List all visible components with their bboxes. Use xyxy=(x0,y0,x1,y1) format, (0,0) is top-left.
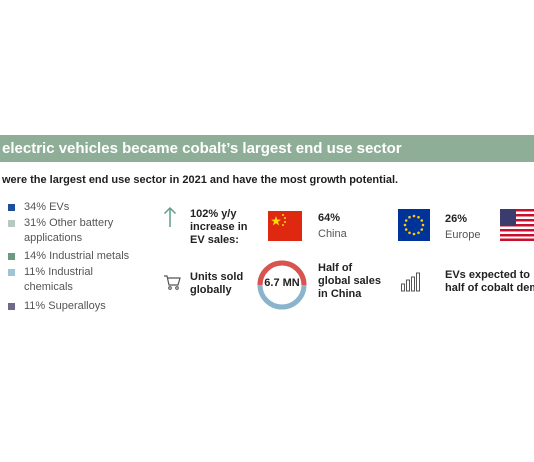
subheading: were the largest end use sector in 2021 … xyxy=(2,174,399,186)
legend-swatch xyxy=(8,253,15,260)
increase-line-2: increase in xyxy=(190,221,248,233)
legend-item-evs: 34% EVs xyxy=(8,200,69,215)
units-line-1: Units sold xyxy=(190,271,244,283)
europe-label: Europe xyxy=(445,229,481,241)
increase-line-1: 102% y/y xyxy=(190,208,237,220)
legend-item-industrial-metals: 14% Industrial metals xyxy=(8,249,129,264)
legend-item-superalloys: 11% Superalloys xyxy=(8,299,106,314)
legend-item-industrial-chemicals: 11% Industrial chemicals xyxy=(8,265,123,295)
china-percent: 64% xyxy=(318,212,341,224)
europe-percent: 26% xyxy=(445,213,468,225)
evs-expected: EVs expected to half of cobalt dem xyxy=(445,269,534,295)
ev-sales-increase: 102% y/y increase in EV sales: xyxy=(190,208,247,247)
china-label: China xyxy=(318,228,347,240)
bar-chart-icon xyxy=(401,272,420,292)
legend-label: 11% Industrial chemicals xyxy=(24,266,93,293)
increase-line-3: EV sales: xyxy=(190,234,239,246)
half-line-3: in China xyxy=(318,288,362,300)
legend-swatch xyxy=(8,303,15,310)
units-sold-value: 6.7 MN xyxy=(264,277,300,289)
us-flag xyxy=(500,209,534,241)
units-sold: Units sold globally xyxy=(190,271,243,297)
arrow-up-icon xyxy=(163,206,177,227)
section-banner: electric vehicles became cobalt’s larges… xyxy=(0,135,534,162)
china-flag xyxy=(268,211,302,241)
units-line-2: globally xyxy=(190,284,232,296)
eu-flag xyxy=(398,209,430,241)
legend-item-other-battery: 31% Other battery applications xyxy=(8,216,123,246)
shopping-cart-icon xyxy=(164,275,181,290)
legend-label: 14% Industrial metals xyxy=(24,250,130,262)
ring-china-share xyxy=(257,260,307,286)
legend-label: 31% Other battery applications xyxy=(24,217,114,244)
legend-swatch xyxy=(8,269,15,276)
banner-title: electric vehicles became cobalt’s larges… xyxy=(2,140,402,157)
legend-swatch xyxy=(8,220,15,227)
legend-label: 34% EVs xyxy=(24,201,70,213)
expected-line-2: half of cobalt dem xyxy=(445,282,534,294)
legend-swatch xyxy=(8,204,15,211)
legend-label: 11% Superalloys xyxy=(24,300,106,312)
sales-ring-chart xyxy=(257,260,307,310)
expected-line-1: EVs expected to xyxy=(445,269,530,281)
half-line-2: global sales xyxy=(318,275,381,287)
half-global-sales-china: Half of global sales in China xyxy=(318,262,381,301)
half-line-1: Half of xyxy=(318,262,353,274)
